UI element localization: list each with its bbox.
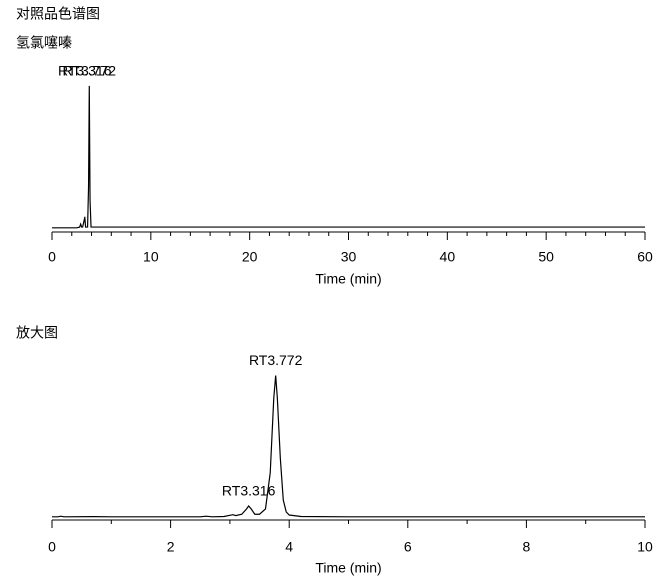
x-tick-label: 10 [637,539,653,555]
x-tick-label: 0 [48,249,56,265]
page-header: 对照品色谱图 [16,6,100,22]
x-tick-label: 2 [167,539,175,555]
x-tick-label: 8 [523,539,531,555]
x-tick-label: 0 [48,539,56,555]
x-tick-label: 60 [637,249,653,265]
x-tick-label: 40 [440,249,456,265]
x-axis-label: Time (min) [315,560,381,576]
peak-label: RT3.772 [63,63,117,79]
peak-label: RT3.772 [249,352,303,368]
chart-title: 放大图 [16,325,58,341]
x-tick-label: 10 [143,249,159,265]
signal-line [52,375,645,518]
x-tick-label: 6 [404,539,412,555]
x-tick-label: 4 [285,539,293,555]
chart-title: 氢氯噻嗪 [16,35,72,51]
x-tick-label: 50 [538,249,554,265]
peak-label: RT3.316 [222,483,276,499]
x-axis-label: Time (min) [315,271,381,287]
signal-line [52,85,645,229]
x-tick-label: 30 [341,249,357,265]
peak-label: RT3.316 [58,63,112,79]
x-tick-label: 20 [242,249,258,265]
